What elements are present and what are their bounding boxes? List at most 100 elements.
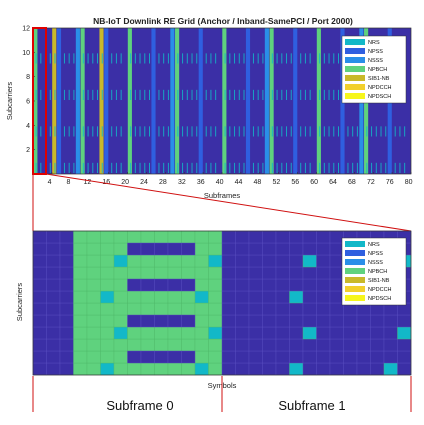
- bottom-re-empty: [289, 278, 304, 292]
- bottom-re-empty: [289, 266, 304, 280]
- top-legend-label: NPSS: [368, 49, 383, 55]
- top-nrs-mark: [196, 53, 198, 64]
- top-nrs-mark: [404, 126, 406, 137]
- top-legend-swatch: [345, 48, 365, 54]
- bottom-re-npbch: [100, 278, 115, 292]
- bottom-re-npbch: [100, 242, 115, 256]
- top-nrs-mark: [68, 89, 70, 100]
- bottom-re-empty: [59, 266, 74, 280]
- top-nrs-mark: [366, 126, 368, 137]
- top-x-tick-label: 40: [216, 179, 224, 186]
- top-nrs-mark: [281, 126, 283, 137]
- top-nrs-mark: [271, 126, 273, 137]
- top-nrs-mark: [323, 162, 325, 173]
- top-nrs-mark: [68, 162, 70, 173]
- top-nrs-mark: [352, 126, 354, 137]
- bottom-re-npbch: [113, 278, 128, 292]
- top-nrs-mark: [252, 162, 254, 173]
- bottom-re-npbch: [194, 230, 209, 244]
- bottom-re-empty: [248, 326, 263, 340]
- bottom-re-empty: [356, 326, 371, 340]
- bottom-re-empty: [356, 314, 371, 328]
- bottom-re-empty: [46, 302, 61, 316]
- top-nrs-mark: [257, 53, 259, 64]
- bottom-re-nrs: [289, 362, 304, 376]
- bottom-legend-label: NPDSCH: [368, 296, 391, 302]
- bottom-re-npbch: [140, 230, 155, 244]
- top-x-axis-label: Subframes: [204, 191, 241, 200]
- top-nrs-mark: [134, 53, 136, 64]
- top-nrs-mark: [54, 89, 56, 100]
- bottom-re-empty: [262, 290, 277, 304]
- top-nrs-mark: [309, 126, 311, 137]
- zoom-box: [32, 27, 47, 175]
- bottom-re-empty: [383, 326, 398, 340]
- top-nrs-mark: [356, 126, 358, 137]
- top-nrs-mark: [97, 162, 99, 173]
- top-nrs-mark: [224, 53, 226, 64]
- top-legend-label: NSSS: [368, 58, 383, 64]
- top-nrs-mark: [309, 89, 311, 100]
- top-nrs-mark: [87, 126, 89, 137]
- top-nrs-mark: [191, 126, 193, 137]
- bottom-re-npbch: [140, 338, 155, 352]
- top-nrs-mark: [82, 89, 84, 100]
- top-nrs-mark: [40, 162, 42, 173]
- top-nrs-mark: [262, 89, 264, 100]
- top-x-tick-label: 12: [83, 179, 91, 186]
- bottom-re-empty: [262, 266, 277, 280]
- bottom-legend-label: NRS: [368, 242, 380, 248]
- bottom-re-empty: [262, 278, 277, 292]
- top-nrs-mark: [337, 53, 339, 64]
- top-nrs-mark: [148, 89, 150, 100]
- top-nrs-mark: [276, 89, 278, 100]
- bottom-re-npbch: [181, 338, 196, 352]
- bottom-re-empty: [383, 350, 398, 364]
- bottom-re-reserved: [154, 278, 169, 292]
- bottom-re-empty: [329, 254, 344, 268]
- top-nrs-mark: [73, 53, 75, 64]
- top-nrs-mark: [40, 126, 42, 137]
- bottom-re-npbch: [73, 314, 88, 328]
- bottom-re-empty: [329, 230, 344, 244]
- bottom-re-reserved: [140, 278, 155, 292]
- bottom-re-empty: [370, 350, 385, 364]
- bottom-re-npbch: [113, 230, 128, 244]
- bottom-re-empty: [46, 266, 61, 280]
- bottom-re-reserved: [181, 242, 196, 256]
- bottom-re-empty: [59, 326, 74, 340]
- bottom-re-empty: [46, 242, 61, 256]
- top-nrs-mark: [347, 162, 349, 173]
- top-nrs-mark: [229, 126, 231, 137]
- bottom-re-npbch: [127, 254, 142, 268]
- top-nrs-mark: [97, 126, 99, 137]
- top-nrs-mark: [286, 53, 288, 64]
- top-nrs-mark: [63, 162, 65, 173]
- bottom-re-empty: [275, 314, 290, 328]
- top-nrs-mark: [182, 162, 184, 173]
- bottom-legend-label: NPDCCH: [368, 287, 392, 293]
- bottom-re-empty: [59, 278, 74, 292]
- top-nrs-mark: [215, 162, 217, 173]
- bottom-re-empty: [221, 254, 236, 268]
- bottom-re-empty: [221, 326, 236, 340]
- top-nrs-mark: [385, 162, 387, 173]
- top-nrs-mark: [210, 89, 212, 100]
- top-x-tick-label: 44: [235, 179, 243, 186]
- bottom-re-empty: [262, 362, 277, 376]
- bottom-re-empty: [370, 362, 385, 376]
- top-column-nsss-sf9: [75, 28, 80, 174]
- top-column-npbch-sf0: [33, 28, 38, 174]
- top-nrs-mark: [399, 126, 401, 137]
- bottom-re-npbch: [100, 326, 115, 340]
- bottom-y-axis-label: Subcarriers: [15, 283, 24, 322]
- top-nrs-mark: [356, 162, 358, 173]
- top-nrs-mark: [385, 126, 387, 137]
- top-nrs-mark: [167, 53, 169, 64]
- bottom-re-empty: [356, 338, 371, 352]
- bottom-re-npbch: [167, 362, 182, 376]
- top-x-tick-label: 52: [272, 179, 280, 186]
- bottom-re-npbch: [167, 290, 182, 304]
- bottom-re-empty: [32, 266, 47, 280]
